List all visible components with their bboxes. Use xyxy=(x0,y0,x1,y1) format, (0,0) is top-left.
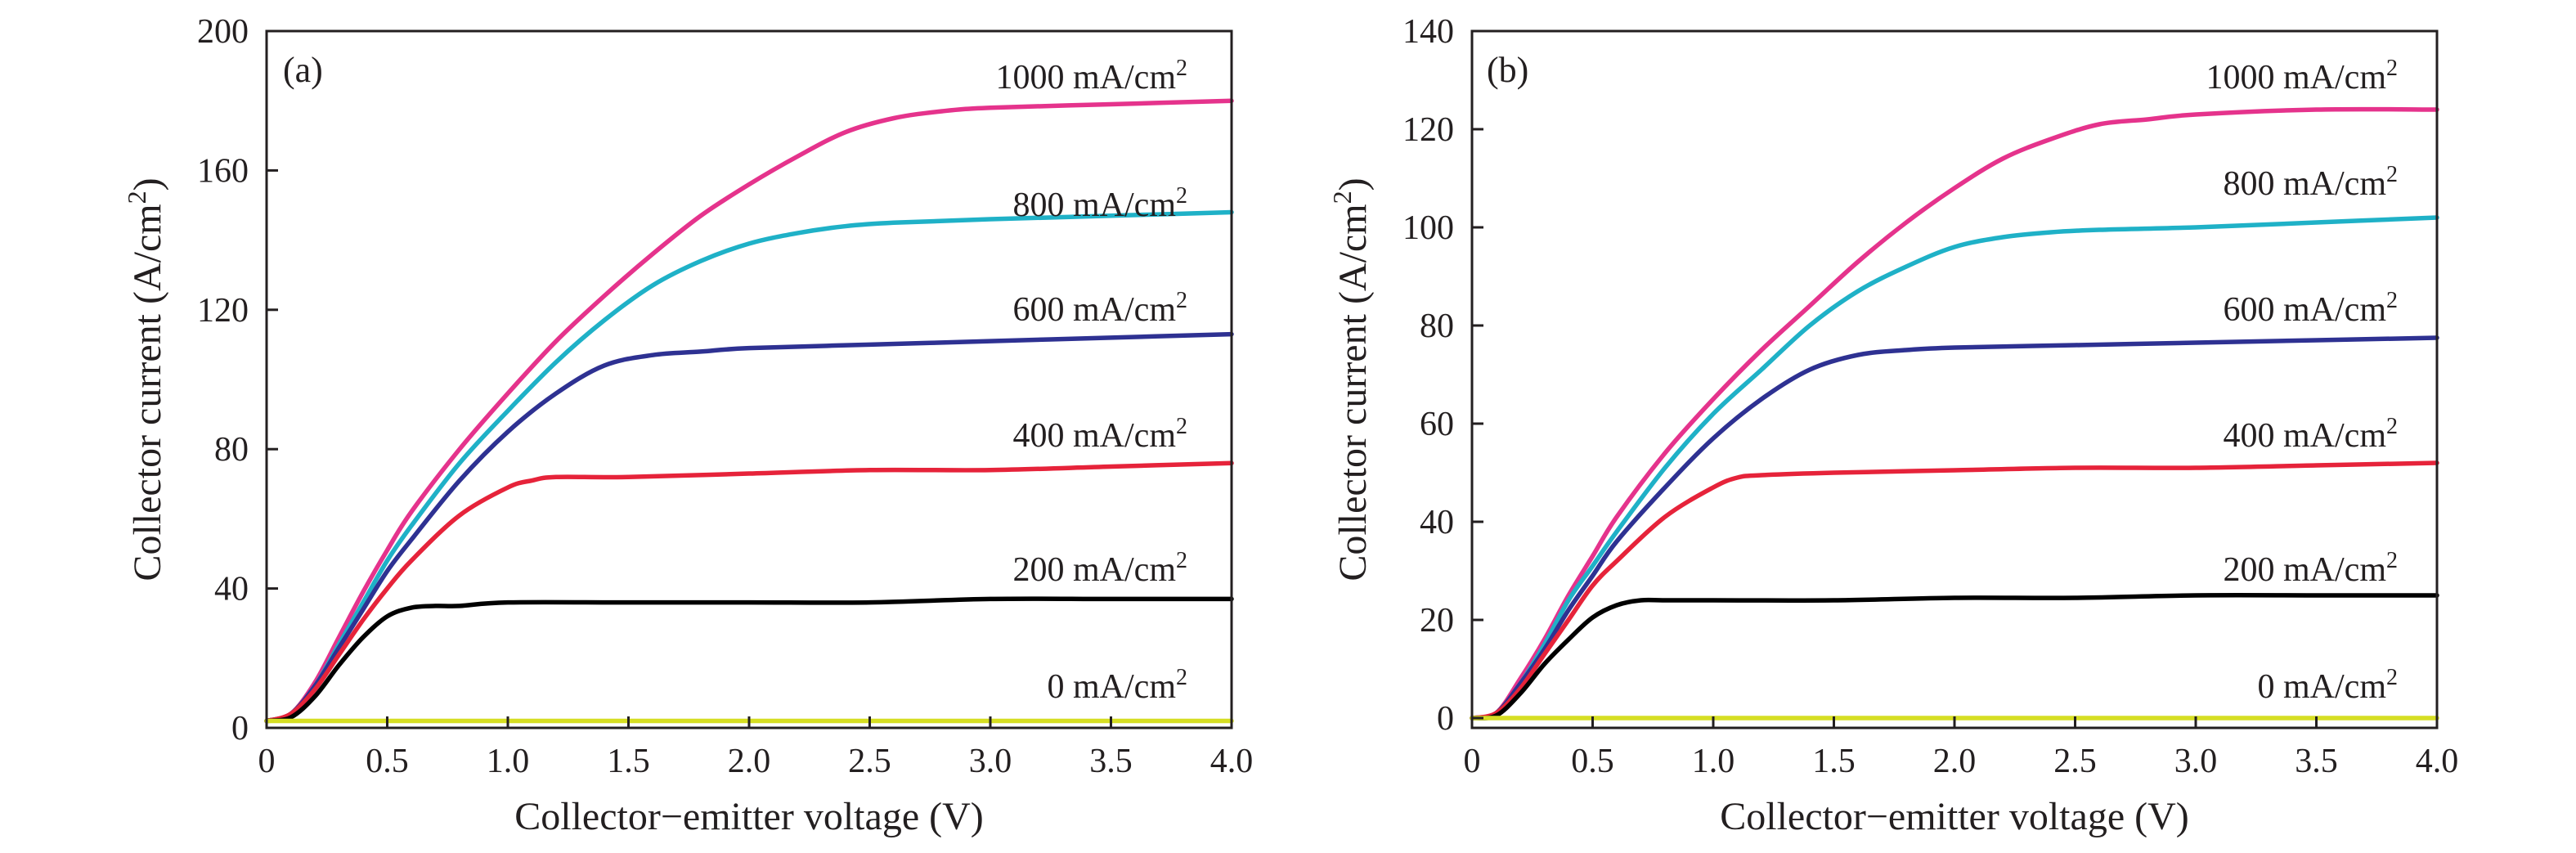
panel-a-series-label-5: 0 mA/cm2 xyxy=(1048,665,1187,706)
panel-b-y-tick-label: 100 xyxy=(1402,209,1454,247)
panel-b-series-label-3: 400 mA/cm2 xyxy=(2224,414,2398,455)
panel-a-x-tick-label: 1.0 xyxy=(487,743,530,780)
panel-b-y-tick-label: 0 xyxy=(1437,700,1454,738)
panel-a-x-axis-title: Collector−emitter voltage (V) xyxy=(514,795,984,838)
panel-b-series-label-1: 800 mA/cm2 xyxy=(2224,162,2398,203)
panel-b-panel-label: (b) xyxy=(1487,50,1528,90)
panel-b-x-axis-title: Collector−emitter voltage (V) xyxy=(1720,795,2189,838)
panel-a-series-line-1 xyxy=(264,209,1234,724)
panel-a-x-tick-label: 3.5 xyxy=(1089,743,1133,780)
panel-a-series-label-0: 1000 mA/cm2 xyxy=(996,56,1187,97)
panel-a-series-line-2 xyxy=(264,331,1234,724)
panel-a-series-line-3 xyxy=(264,460,1234,724)
panel-a-series-label-4: 200 mA/cm2 xyxy=(1013,548,1187,589)
panel-b-x-tick-label: 0.5 xyxy=(1571,743,1614,780)
panel-a-x-tick-label: 2.0 xyxy=(728,743,771,780)
panel-b-y-tick-label: 120 xyxy=(1402,111,1454,149)
panel-b-series-line-4 xyxy=(1470,593,2439,721)
panel-b-series-line-3 xyxy=(1470,460,2439,721)
panel-a-series-label-3: 400 mA/cm2 xyxy=(1013,414,1187,455)
panel-a-y-tick-label: 0 xyxy=(231,710,249,747)
panel-a-y-axis-title: Collector current (A/cm2) xyxy=(122,177,169,581)
panel-a-x-tick-label: 1.5 xyxy=(607,743,650,780)
panel-b-y-axis-title: Collector current (A/cm2) xyxy=(1327,177,1375,581)
panel-a-x-tick-label: 0.5 xyxy=(366,743,409,780)
panel-a-x-tick-label: 3.0 xyxy=(969,743,1012,780)
panel-a-y-tick-label: 120 xyxy=(197,292,249,330)
panel-b-y-tick-label: 60 xyxy=(1420,406,1454,443)
panel-b-x-tick-label: 1.0 xyxy=(1692,743,1735,780)
panel-b-series-label-0: 1000 mA/cm2 xyxy=(2206,56,2398,97)
panel-b-x-tick-label: 3.5 xyxy=(2295,743,2338,780)
panel-a-y-tick-label: 160 xyxy=(197,152,249,190)
panel-b-x-tick-label: 1.5 xyxy=(1812,743,1856,780)
panel-b-y-tick-label: 140 xyxy=(1402,13,1454,51)
panel-a-x-tick-label: 4.0 xyxy=(1210,743,1254,780)
panel-b-series-line-1 xyxy=(1470,215,2439,721)
panel-b-y-tick-label: 20 xyxy=(1420,602,1454,640)
panel-b-x-tick-label: 3.0 xyxy=(2174,743,2218,780)
panel-a-series-label-2: 600 mA/cm2 xyxy=(1013,288,1187,329)
panel-a-y-tick-label: 80 xyxy=(214,431,249,469)
panel-a-series-line-0 xyxy=(264,98,1234,724)
panel-b-x-tick-label: 2.0 xyxy=(1933,743,1977,780)
panel-b-series-label-4: 200 mA/cm2 xyxy=(2224,548,2398,589)
panel-a-series-line-4 xyxy=(264,596,1234,724)
panel-a-y-tick-label: 40 xyxy=(214,571,249,608)
panel-a-y-tick-label: 200 xyxy=(197,13,249,51)
panel-b-series-label-2: 600 mA/cm2 xyxy=(2224,288,2398,329)
panel-b-x-tick-label: 2.5 xyxy=(2053,743,2097,780)
panel-a-series-label-1: 800 mA/cm2 xyxy=(1013,183,1187,224)
panel-a-panel-label: (a) xyxy=(283,50,323,90)
panel-b-y-tick-label: 80 xyxy=(1420,308,1454,345)
panel-a-x-tick-label: 2.5 xyxy=(848,743,891,780)
panel-b-series-label-5: 0 mA/cm2 xyxy=(2258,665,2398,706)
panel-b-series-line-2 xyxy=(1470,335,2439,721)
panel-b-y-tick-label: 40 xyxy=(1420,504,1454,541)
panel-a-plot-frame xyxy=(265,29,1233,730)
panel-b-x-tick-label: 0 xyxy=(1464,743,1481,780)
panel-b-plot-frame xyxy=(1470,29,2439,730)
panel-b-x-tick-label: 4.0 xyxy=(2416,743,2459,780)
panel-a-x-tick-label: 0 xyxy=(258,743,276,780)
